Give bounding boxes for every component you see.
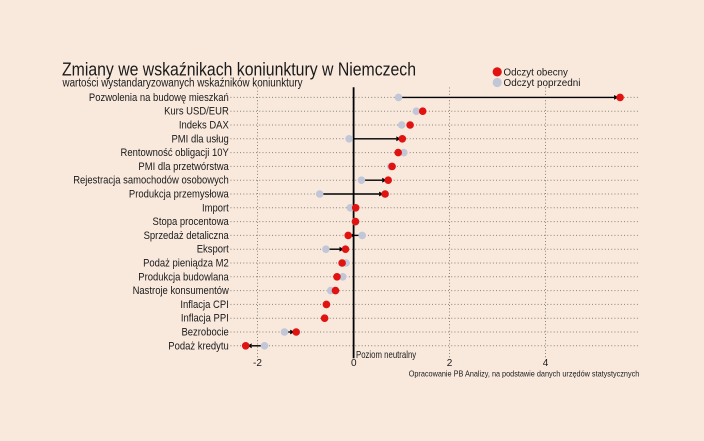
svg-text:Bezrobocie: Bezrobocie: [182, 327, 229, 339]
svg-text:0: 0: [351, 358, 357, 369]
svg-text:Zmiany we wskaźnikach koniunkt: Zmiany we wskaźnikach koniunktury w Niem…: [62, 58, 416, 79]
svg-text:Opracowanie PB Analizy, na pod: Opracowanie PB Analizy, na podstawie dan…: [409, 368, 640, 378]
svg-text:2: 2: [447, 358, 453, 369]
svg-text:Import: Import: [202, 202, 229, 214]
svg-text:Produkcja przemysłowa: Produkcja przemysłowa: [129, 189, 230, 201]
svg-text:-2: -2: [253, 358, 262, 369]
svg-text:Odczyt obecny: Odczyt obecny: [504, 67, 569, 79]
svg-text:Podaż pieniądza M2: Podaż pieniądza M2: [143, 258, 229, 270]
svg-text:PMI dla usług: PMI dla usług: [172, 133, 229, 145]
svg-text:Rentowność obligacji 10Y: Rentowność obligacji 10Y: [121, 147, 230, 159]
svg-text:4: 4: [543, 358, 549, 369]
svg-text:Podaż kredytu: Podaż kredytu: [168, 340, 229, 352]
svg-text:Inflacja PPI: Inflacja PPI: [181, 313, 229, 325]
svg-text:Stopa procentowa: Stopa procentowa: [153, 216, 230, 228]
svg-text:Kurs USD/EUR: Kurs USD/EUR: [164, 106, 229, 118]
svg-text:Inflacja CPI: Inflacja CPI: [180, 299, 228, 311]
svg-text:Poziom neutralny: Poziom neutralny: [356, 349, 417, 361]
svg-text:Indeks DAX: Indeks DAX: [179, 120, 229, 132]
svg-text:Nastroje konsumentów: Nastroje konsumentów: [133, 285, 229, 297]
svg-text:Sprzedaż detaliczna: Sprzedaż detaliczna: [144, 230, 230, 242]
svg-text:Eksport: Eksport: [197, 244, 229, 256]
svg-text:PMI dla przetwórstwa: PMI dla przetwórstwa: [138, 161, 229, 173]
svg-text:Produkcja budowlana: Produkcja budowlana: [138, 271, 229, 283]
svg-text:wartości wystandaryzowanych ws: wartości wystandaryzowanych wskaźników k…: [62, 78, 303, 90]
svg-text:Rejestracja samochodów osobowy: Rejestracja samochodów osobowych: [73, 175, 229, 187]
svg-text:Pozwolenia na budowę mieszkań: Pozwolenia na budowę mieszkań: [89, 92, 229, 104]
svg-text:Odczyt poprzedni: Odczyt poprzedni: [504, 77, 581, 89]
